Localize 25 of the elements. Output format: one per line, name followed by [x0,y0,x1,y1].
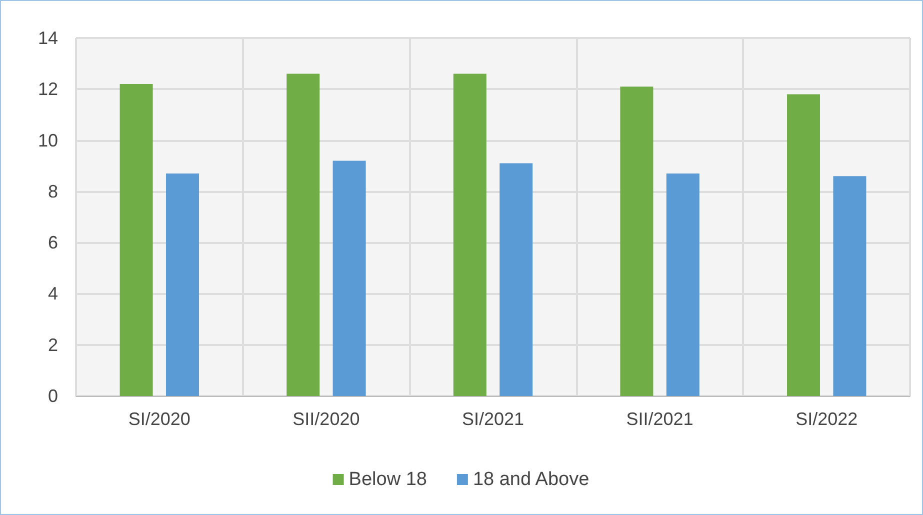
bar [500,163,533,396]
x-tick-label: SI/2022 [796,409,858,429]
x-tick-label: SII/2020 [292,409,360,429]
bar [620,86,654,396]
bar [787,94,820,396]
bar [120,84,153,396]
x-tick-label: SI/2020 [128,409,190,429]
y-tick-label: 2 [48,334,58,355]
y-tick-label: 8 [48,181,58,202]
legend-label: 18 and Above [472,469,590,490]
bar [666,174,700,396]
x-tick-label: SI/2021 [462,409,524,429]
y-tick-label: 4 [48,284,58,304]
y-tick-label: 10 [38,130,58,150]
y-tick-label: 12 [38,79,58,100]
x-tick-label: SII/2021 [626,409,694,429]
bar [286,74,320,396]
bar [453,74,486,396]
bar [166,174,199,396]
y-tick-label: 0 [48,386,58,406]
y-tick-label: 14 [38,28,58,48]
bar [332,160,366,396]
bar [833,176,866,396]
legend-label: Below 18 [348,469,427,490]
y-tick-label: 6 [48,232,58,253]
